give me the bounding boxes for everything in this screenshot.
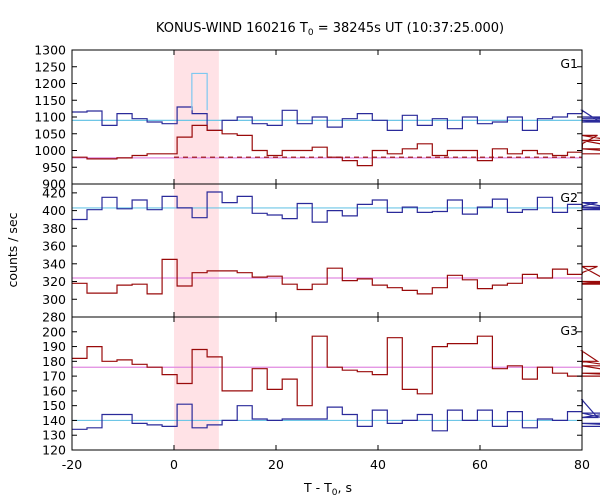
g3-y-tick-label: 120 bbox=[42, 443, 66, 458]
g3-y-tick-label: 130 bbox=[42, 428, 66, 443]
count-rate-series bbox=[72, 72, 600, 432]
y-axis-label: counts / sec bbox=[5, 212, 20, 287]
x-tick-label: 20 bbox=[268, 457, 284, 472]
g3-y-tick-label: 160 bbox=[42, 383, 66, 398]
g2-soft-series bbox=[72, 258, 600, 295]
g2-y-tick-label: 320 bbox=[42, 274, 66, 289]
g3-soft-series bbox=[72, 335, 600, 407]
shaded-interval bbox=[174, 50, 219, 450]
g3-panel-label: G3 bbox=[560, 323, 578, 338]
g3-y-tick-label: 180 bbox=[42, 354, 66, 369]
g2-y-tick-label: 360 bbox=[42, 239, 66, 254]
g1-y-tick-label: 1250 bbox=[34, 59, 66, 74]
g1-panel-label: G1 bbox=[560, 56, 578, 71]
g1-y-tick-label: 900 bbox=[42, 177, 66, 192]
x-tick-label: -20 bbox=[62, 457, 82, 472]
panel-frames bbox=[71, 49, 583, 451]
g3-panel-frame bbox=[71, 316, 583, 451]
g2-y-tick-label: 380 bbox=[42, 221, 66, 236]
g1-y-tick-label: 1300 bbox=[34, 43, 66, 58]
g1-soft-series bbox=[72, 124, 600, 167]
g3-y-tick-label: 170 bbox=[42, 369, 66, 384]
chart-title: KONUS-WIND 160216 T0 = 38245s UT (10:37:… bbox=[156, 21, 504, 38]
g2-y-tick-label: 300 bbox=[42, 292, 66, 307]
g3-y-tick-label: 150 bbox=[42, 398, 66, 413]
x-axis-label: T - T0, s bbox=[303, 480, 352, 498]
g1-y-tick-label: 1000 bbox=[34, 143, 66, 158]
g1-y-tick-label: 1050 bbox=[34, 126, 66, 141]
trigger-interval-shading bbox=[174, 50, 219, 450]
g1-y-tick-label: 1100 bbox=[34, 110, 66, 125]
g2-panel-label: G2 bbox=[560, 190, 578, 205]
g3-y-tick-label: 140 bbox=[42, 413, 66, 428]
g1-y-tick-label: 950 bbox=[42, 160, 66, 175]
g3-y-tick-label: 200 bbox=[42, 324, 66, 339]
g1-total-series bbox=[72, 106, 600, 131]
x-tick-label: 80 bbox=[574, 457, 590, 472]
x-tick-label: 60 bbox=[472, 457, 488, 472]
x-tick-label: 40 bbox=[370, 457, 386, 472]
g1-y-tick-label: 1150 bbox=[34, 93, 66, 108]
g3-total-series bbox=[72, 399, 600, 432]
g3-y-tick-label: 190 bbox=[42, 339, 66, 354]
x-tick-label: 0 bbox=[170, 457, 178, 472]
g1-inset-series bbox=[191, 72, 208, 111]
g2-panel-frame bbox=[71, 183, 583, 318]
axis-ticks bbox=[71, 49, 583, 451]
g2-y-tick-label: 400 bbox=[42, 203, 66, 218]
g2-y-tick-label: 340 bbox=[42, 256, 66, 271]
g2-y-tick-label: 420 bbox=[42, 185, 66, 200]
g1-y-tick-label: 1200 bbox=[34, 76, 66, 91]
g2-total-series bbox=[72, 191, 600, 223]
g2-y-tick-label: 280 bbox=[42, 310, 66, 325]
tick-labels: G19009501000105011001150120012501300G228… bbox=[34, 43, 590, 473]
